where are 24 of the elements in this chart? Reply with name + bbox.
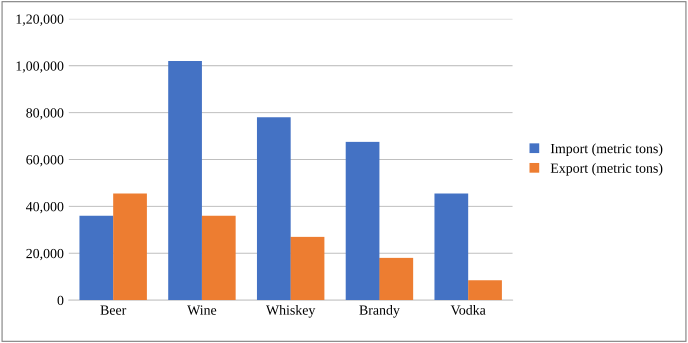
bar [346,142,380,300]
bar [379,258,414,300]
y-tick-label: 1,20,000 [16,14,64,26]
y-tick-label: 20,000 [26,248,64,260]
y-tick-label: 1,00,000 [16,61,64,73]
bar [202,216,236,300]
x-tick-label: Wine [187,305,216,315]
bar [290,236,324,300]
bar [168,61,202,300]
bar [113,193,147,300]
x-tick-label: Vodka [450,304,486,315]
bar [434,193,468,300]
x-tick-label: Brandy [359,304,400,318]
y-tick-label: 80,000 [26,108,64,120]
x-tick-label: Whiskey [266,304,316,318]
legend-label: Export (metric tons) [550,163,662,176]
bar [256,117,291,300]
y-tick-label: 0 [58,296,64,306]
y-tick-label: 40,000 [26,202,64,214]
x-tick-label: Beer [100,306,126,315]
bar [79,216,114,300]
y-tick-label: 60,000 [26,155,64,166]
legend-label: Import (metric tons) [550,143,662,156]
bar [468,280,502,300]
